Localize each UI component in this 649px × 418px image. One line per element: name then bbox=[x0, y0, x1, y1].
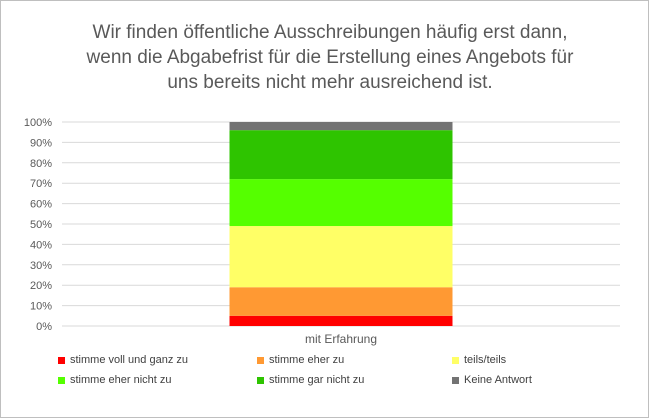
legend-swatch bbox=[58, 356, 65, 364]
y-tick-label: 0% bbox=[36, 321, 52, 333]
legend-label: teils/teils bbox=[464, 354, 507, 366]
chart-title-line-1: Wir finden öffentliche Ausschreibungen h… bbox=[92, 22, 568, 43]
chart-title-line-2: wenn die Abgabefrist für die Erstellung … bbox=[86, 47, 574, 68]
legend-label: stimme voll und ganz zu bbox=[70, 354, 188, 366]
legend-swatch bbox=[452, 376, 459, 384]
chart-title: Wir finden öffentliche Ausschreibungen h… bbox=[60, 20, 600, 95]
y-tick-label: 100% bbox=[24, 117, 52, 129]
legend: stimme voll und ganz zu stimme eher zu tei… bbox=[58, 353, 618, 387]
legend-label: stimme eher nicht zu bbox=[70, 374, 172, 386]
y-tick-label: 90% bbox=[30, 137, 52, 149]
legend-item: stimme eher nicht zu bbox=[58, 373, 257, 387]
bar-segment-4 bbox=[229, 179, 453, 227]
legend-item: stimme gar nicht zu bbox=[257, 373, 452, 387]
x-category-label: mit Erfahrung bbox=[305, 332, 377, 346]
bar-segment-5 bbox=[229, 130, 453, 180]
y-tick-label: 70% bbox=[30, 178, 52, 190]
y-tick-label: 80% bbox=[30, 158, 52, 170]
y-tick-label: 10% bbox=[30, 301, 52, 313]
legend-item: stimme eher zu bbox=[257, 353, 452, 367]
y-tick-label: 30% bbox=[30, 260, 52, 272]
chart-title-line-3: uns bereits nicht mehr ausreichend ist. bbox=[167, 72, 493, 93]
legend-swatch bbox=[257, 356, 264, 364]
bar-segment-6 bbox=[229, 122, 453, 131]
bar-segment-2 bbox=[229, 287, 453, 316]
y-tick-label: 40% bbox=[30, 239, 52, 251]
y-tick-label: 20% bbox=[30, 280, 52, 292]
y-tick-label: 60% bbox=[30, 199, 52, 211]
bar-segment-3 bbox=[229, 226, 453, 288]
legend-swatch bbox=[58, 376, 65, 384]
legend-label: Keine Antwort bbox=[464, 374, 532, 386]
y-tick-label: 50% bbox=[30, 219, 52, 231]
bar-segment-1 bbox=[229, 315, 453, 326]
legend-item: Keine Antwort bbox=[452, 373, 618, 387]
legend-swatch bbox=[452, 356, 459, 364]
legend-item: teils/teils bbox=[452, 353, 618, 367]
legend-label: stimme eher zu bbox=[269, 354, 345, 366]
legend-swatch bbox=[257, 376, 264, 384]
legend-label: stimme gar nicht zu bbox=[269, 374, 365, 386]
legend-item: stimme voll und ganz zu bbox=[58, 353, 257, 367]
